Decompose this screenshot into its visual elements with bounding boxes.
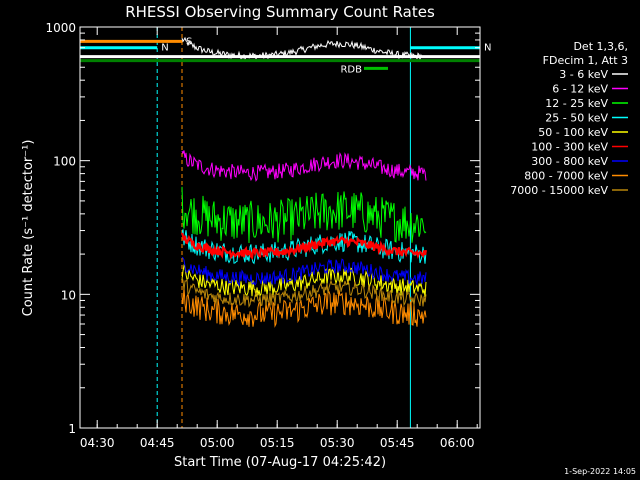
legend-label-3: 25 - 50 keV <box>545 112 608 125</box>
legend: Det 1,3,6,FDecim 1, Att 33 - 6 keV 6 - 12… <box>510 40 628 197</box>
x-tick-label-4: 05:30 <box>320 436 355 450</box>
series-line-4 <box>181 263 427 297</box>
series-line-2 <box>181 186 427 244</box>
legend-header-0: Det 1,3,6, <box>573 40 628 53</box>
x-tick-label-5: 05:45 <box>380 436 415 450</box>
legend-label-5: 100 - 300 keV <box>531 141 608 154</box>
plot-frame <box>79 26 481 429</box>
marker-label-1: N <box>161 43 168 54</box>
timestamp: 1-Sep-2022 14:05 <box>564 467 636 476</box>
y-tick-label-0: 1 <box>68 422 76 436</box>
y-tick-label-3: 1000 <box>45 21 76 35</box>
marker-label-2: N <box>484 43 491 54</box>
x-tick-label-0: 04:30 <box>80 436 115 450</box>
plot-area: S N N RDB <box>79 26 491 429</box>
x-tick-label-1: 04:45 <box>140 436 175 450</box>
series-line-0 <box>181 36 423 61</box>
legend-label-0: 3 - 6 keV <box>559 68 608 81</box>
y-tick-label-2: 100 <box>53 155 76 169</box>
y-axis: 1 10 100 1000 <box>45 21 480 436</box>
x-tick-label-3: 05:15 <box>260 436 295 450</box>
series-line-1 <box>181 150 427 182</box>
marker-label-3: RDB <box>340 64 362 75</box>
x-axis-label: Start Time (07-Aug-17 04:25:42) <box>174 455 386 470</box>
legend-label-6: 300 - 800 keV <box>531 155 608 168</box>
legend-label-4: 50 - 100 keV <box>538 126 608 139</box>
legend-label-7: 800 - 7000 keV <box>524 170 608 183</box>
series-line-6 <box>181 256 427 287</box>
y-tick-label-1: 10 <box>61 288 76 302</box>
y-axis-label: Count Rate (s⁻¹ detector⁻¹) <box>21 140 36 317</box>
x-axis: 04:30 04:45 05:00 05:15 05:30 05:45 06:00 <box>80 27 478 450</box>
x-tick-label-2: 05:00 <box>200 436 235 450</box>
legend-header-1: FDecim 1, Att 3 <box>543 54 628 67</box>
legend-label-2: 12 - 25 keV <box>545 97 608 110</box>
x-tick-label-6: 06:00 <box>440 436 475 450</box>
chart-title: RHESSI Observing Summary Count Rates <box>125 3 435 21</box>
legend-label-1: 6 - 12 keV <box>552 83 608 96</box>
series-line-5 <box>180 232 428 260</box>
series-line-8 <box>181 277 427 308</box>
marker-label-0: S <box>186 36 192 47</box>
legend-label-8: 7000 - 15000 keV <box>510 184 608 197</box>
series-line-7 <box>181 287 427 328</box>
